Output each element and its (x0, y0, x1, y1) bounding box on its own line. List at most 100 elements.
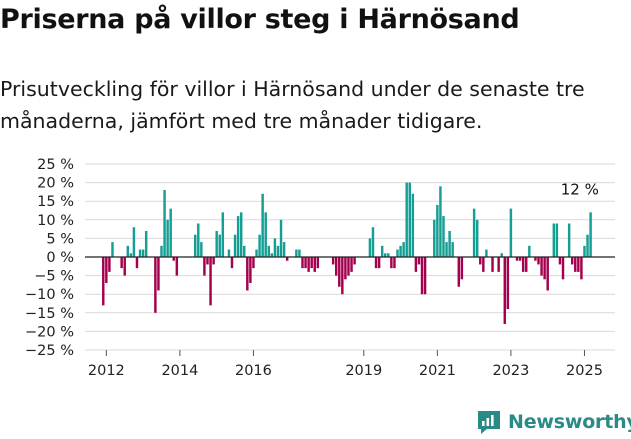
y-tick-label: 10 % (37, 213, 74, 229)
bar (417, 257, 421, 265)
bar (129, 253, 133, 257)
bar (402, 242, 405, 257)
latest-value-label: 12 % (561, 180, 599, 198)
bar (310, 257, 313, 269)
bar (521, 257, 525, 272)
bar (243, 245, 246, 257)
chart-subtitle: Prisutveckling för villor i Härnösand un… (0, 77, 585, 133)
bar (304, 257, 307, 269)
bar (387, 253, 390, 257)
y-tick-label: −5 % (34, 269, 74, 285)
bar (555, 223, 559, 257)
bar (279, 219, 283, 257)
bar (411, 193, 415, 257)
brand-logo[interactable]: Newsworthy (476, 408, 631, 436)
bar (439, 186, 442, 257)
bar (298, 249, 301, 257)
x-tick-label: 2016 (235, 363, 272, 379)
bar (384, 253, 387, 257)
bar (258, 234, 261, 257)
bar (472, 208, 476, 257)
bar (540, 257, 543, 276)
bar (295, 249, 298, 257)
bar (377, 257, 381, 269)
bar (506, 257, 510, 310)
bar (396, 249, 399, 257)
bar (203, 257, 206, 276)
bar (236, 216, 240, 257)
bar (166, 219, 169, 257)
bar (138, 249, 142, 257)
bar (543, 257, 546, 280)
bar (451, 242, 454, 257)
bar (500, 253, 503, 257)
bar (503, 257, 507, 324)
y-tick-label: 5 % (46, 231, 74, 247)
bar (264, 212, 267, 257)
bar (574, 257, 577, 272)
bar (515, 257, 519, 261)
bar (209, 257, 212, 306)
bar (423, 257, 427, 295)
bar (331, 257, 335, 265)
bar (334, 257, 338, 276)
bar (552, 223, 556, 257)
bar (390, 257, 393, 269)
newsworthy-chart-icon (478, 411, 500, 434)
bar (420, 257, 424, 295)
bar (338, 257, 341, 287)
bar (123, 257, 126, 276)
bar (347, 257, 350, 276)
bar (193, 234, 197, 257)
y-tick-label: −25 % (25, 343, 74, 359)
bar (442, 216, 445, 257)
bar (163, 190, 166, 257)
bar (371, 227, 375, 257)
bar (126, 245, 130, 257)
bars (102, 182, 592, 324)
y-tick-label: 20 % (37, 176, 74, 192)
bar (433, 219, 436, 257)
y-tick-label: −15 % (25, 306, 74, 322)
bar (479, 257, 482, 265)
bar (445, 242, 448, 257)
bar (105, 257, 108, 284)
bar (586, 234, 589, 257)
bar (172, 257, 175, 261)
bar (561, 257, 565, 280)
bar (215, 230, 218, 257)
bar (282, 242, 286, 257)
bar (537, 257, 540, 265)
y-axis-ticks: 25 % 20 % 15 % 10 % 5 % 0 % −5 % −10 % −15 % −20 … (25, 157, 74, 359)
bar (528, 245, 531, 257)
bar (157, 257, 160, 291)
bar (246, 257, 249, 291)
bar (197, 223, 200, 257)
bar (368, 238, 372, 257)
bar (580, 257, 583, 280)
x-tick-label: 2014 (161, 363, 198, 379)
x-tick-label: 2025 (566, 363, 603, 379)
bar (206, 257, 209, 265)
bar (141, 249, 145, 257)
bar (558, 257, 562, 265)
x-tick-label: 2019 (345, 363, 382, 379)
bar (491, 257, 494, 272)
bar (102, 257, 105, 306)
bar (567, 223, 571, 257)
x-tick-label: 2012 (88, 363, 125, 379)
y-tick-label: 25 % (37, 157, 74, 173)
bar (169, 208, 172, 257)
bar (460, 257, 464, 280)
bar (221, 212, 225, 257)
gridlines (85, 163, 615, 351)
bar (518, 257, 522, 261)
bar (255, 249, 258, 257)
bar (583, 245, 586, 257)
bar (457, 257, 461, 287)
x-tick-label: 2023 (492, 363, 529, 379)
bar (313, 257, 316, 272)
bar (261, 193, 264, 257)
bar (307, 257, 310, 272)
bar (316, 257, 320, 269)
